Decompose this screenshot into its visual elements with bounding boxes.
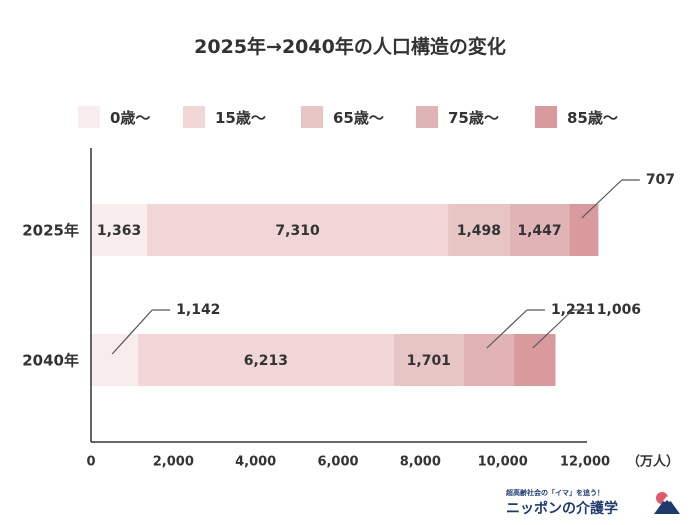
x-tick-label: 6,000 <box>317 455 358 470</box>
brand-logo-block: 超高齢社会の「イマ」を追う！ ニッポンの介護学 <box>502 484 682 520</box>
chart-title: 2025年→2040年の人口構造の変化 <box>194 36 506 58</box>
bar-segment <box>509 204 570 256</box>
legend-label: 75歳〜 <box>448 108 499 127</box>
legend-swatch <box>416 106 438 128</box>
legend-label: 65歳〜 <box>333 108 384 127</box>
data-label: 1,447 <box>517 223 561 239</box>
data-label: 1,142 <box>176 302 220 318</box>
data-label: 6,213 <box>244 353 288 369</box>
legend-item: 65歳〜 <box>301 103 384 131</box>
legend-item: 0歳〜 <box>78 103 150 131</box>
bar-segment <box>91 334 139 386</box>
bar-segment <box>138 334 394 386</box>
bar-segment <box>91 204 148 256</box>
leader-line <box>532 309 574 349</box>
bar-segment <box>463 334 515 386</box>
legend-label: 15歳〜 <box>215 108 266 127</box>
leader-line <box>581 179 623 219</box>
legend-item: 75歳〜 <box>416 103 499 131</box>
brand-tagline: 超高齢社会の「イマ」を追う！ <box>506 489 604 497</box>
legend-swatch <box>183 106 205 128</box>
x-tick-label: 12,000 <box>560 455 610 470</box>
x-tick-label: 4,000 <box>235 455 276 470</box>
data-label: 707 <box>646 172 675 188</box>
legend-label: 85歳〜 <box>567 108 618 127</box>
leader-line <box>111 309 153 355</box>
x-axis-unit: （万人） <box>627 454 679 470</box>
legend-swatch <box>535 106 557 128</box>
leader-line <box>486 309 528 349</box>
mountain-sun-icon <box>654 492 680 514</box>
bar-segment <box>393 334 464 386</box>
x-tick-label: 0 <box>86 455 95 470</box>
bar-segment <box>147 204 449 256</box>
data-label: 1,006 <box>597 302 641 318</box>
legend-label: 0歳〜 <box>110 108 151 127</box>
x-tick-label: 8,000 <box>400 455 441 470</box>
data-label: 1,363 <box>97 223 141 239</box>
bar-segment <box>514 334 556 386</box>
x-tick-label: 2,000 <box>153 455 194 470</box>
data-label: 1,701 <box>407 353 451 369</box>
legend-item: 15歳〜 <box>183 103 266 131</box>
legend-swatch <box>78 106 100 128</box>
stacked-bar-chart: 2025年 1,363 7,310 1,498 1,447 707 2040年 1,142 6,… <box>22 148 679 470</box>
legend-swatch <box>301 106 323 128</box>
data-label: 7,310 <box>275 223 320 239</box>
data-label: 1,498 <box>457 223 501 239</box>
bar-segment <box>448 204 510 256</box>
legend-item: 85歳〜 <box>535 103 618 131</box>
x-tick-label: 10,000 <box>478 455 528 470</box>
category-label: 2040年 <box>22 352 79 370</box>
bar-segment <box>569 204 599 256</box>
legend: 0歳〜 15歳〜 65歳〜 75歳〜 85歳〜 <box>0 103 700 131</box>
brand-name: ニッポンの介護学 <box>506 501 618 517</box>
category-label: 2025年 <box>22 222 79 240</box>
